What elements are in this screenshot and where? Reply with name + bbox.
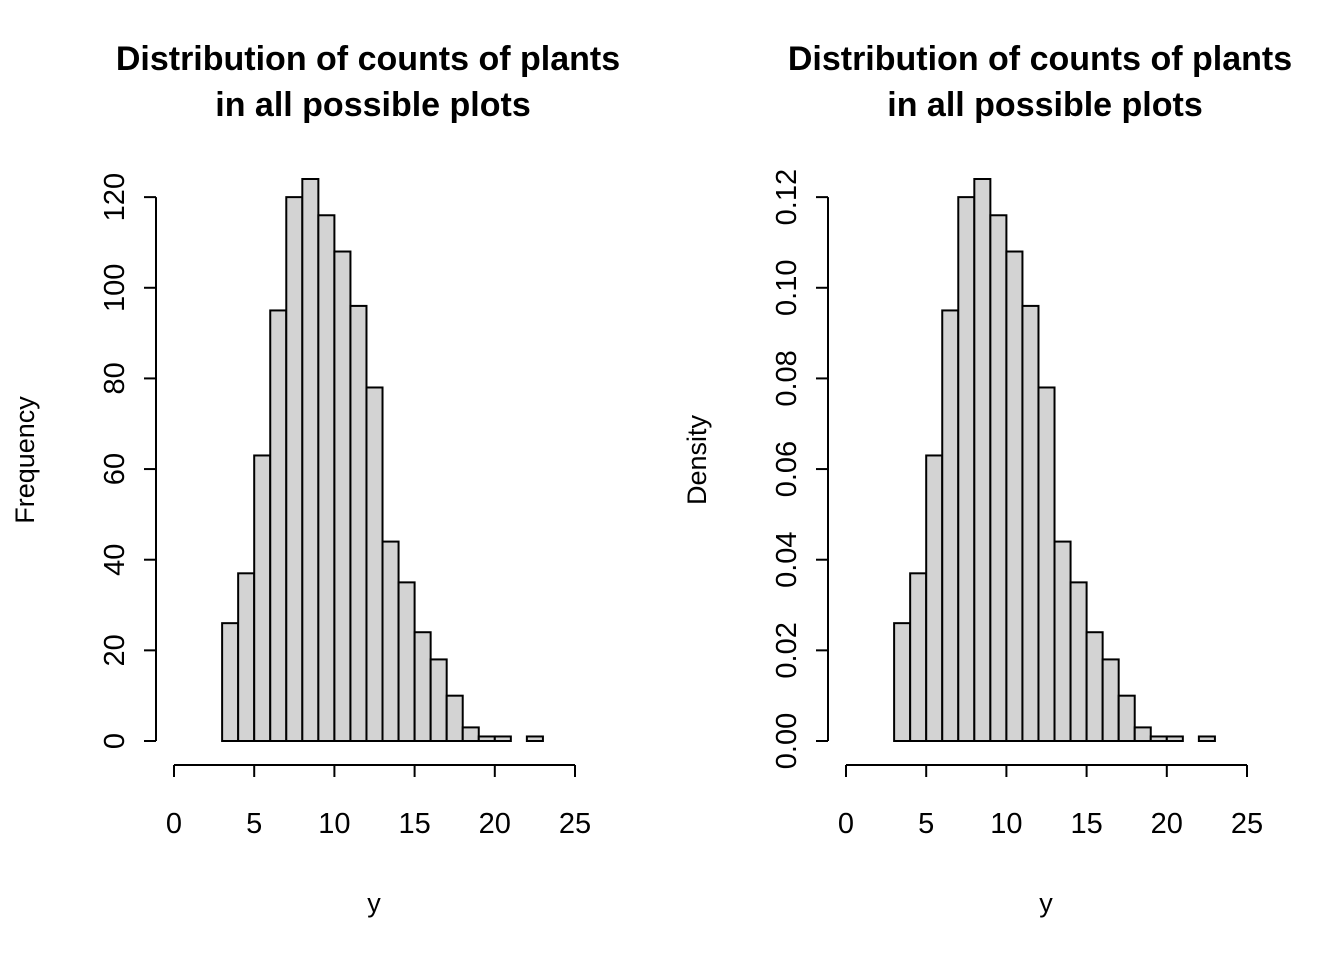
y-tick-label: 0 xyxy=(99,733,131,749)
y-axis-label: Frequency xyxy=(10,396,40,524)
y-tick-label: 0.10 xyxy=(771,260,803,316)
bars xyxy=(221,178,544,743)
histogram-bar xyxy=(989,214,1008,743)
x-tick-label: 5 xyxy=(246,808,262,840)
histogram-bar xyxy=(941,309,960,742)
histogram-bar xyxy=(477,735,496,742)
y-tick-label: 120 xyxy=(99,173,131,221)
chart-title-line-1: Distribution of counts of plants xyxy=(116,40,620,78)
chart-title-line-2: in all possible plots xyxy=(887,86,1203,124)
histogram-bar xyxy=(1069,581,1088,742)
y-tick-label: 0.12 xyxy=(771,169,803,225)
histogram-bar xyxy=(381,540,400,742)
histogram-bar xyxy=(221,622,240,743)
chart-title-line-1: Distribution of counts of plants xyxy=(788,40,1292,78)
x-axis: 0 5 10 15 20 25 xyxy=(838,764,1263,840)
histogram-bar xyxy=(269,309,288,742)
x-tick-label: 10 xyxy=(990,808,1022,840)
x-axis-label: y xyxy=(1039,888,1053,918)
histogram-bar xyxy=(973,178,992,742)
x-tick-label: 15 xyxy=(1070,808,1102,840)
histogram-frequency-panel: Distribution of counts of plants in all … xyxy=(10,40,620,918)
histogram-bar xyxy=(285,196,304,742)
histogram-bar xyxy=(1021,304,1040,742)
histogram-bar xyxy=(237,572,256,742)
y-tick-label: 40 xyxy=(99,544,131,576)
x-tick-label: 0 xyxy=(838,808,854,840)
histogram-bar xyxy=(445,694,464,743)
y-tick-label: 0.06 xyxy=(771,441,803,497)
x-tick-label: 15 xyxy=(398,808,430,840)
x-tick-label: 20 xyxy=(1151,808,1183,840)
histogram-bar xyxy=(301,178,320,742)
y-tick-label: 60 xyxy=(99,453,131,485)
x-axis-label: y xyxy=(367,888,381,918)
y-tick-label: 0.08 xyxy=(771,350,803,406)
histogram-bar xyxy=(1149,735,1168,742)
histogram-bar xyxy=(333,250,352,742)
histogram-bar xyxy=(397,581,416,742)
x-tick-label: 25 xyxy=(559,808,591,840)
histogram-bar xyxy=(461,726,480,742)
histogram-bar xyxy=(1101,658,1120,743)
x-axis: 0 5 10 15 20 25 xyxy=(166,764,591,840)
histogram-bar xyxy=(1085,631,1104,743)
y-tick-label: 0.04 xyxy=(771,531,803,587)
y-tick-label: 0.02 xyxy=(771,622,803,678)
histogram-bar xyxy=(1117,694,1136,743)
histogram-bar xyxy=(429,658,448,743)
histogram-bar xyxy=(893,622,912,743)
histogram-bar xyxy=(1197,735,1216,742)
histogram-bar xyxy=(253,454,272,742)
histogram-bar xyxy=(525,735,544,742)
x-tick-label: 20 xyxy=(479,808,511,840)
histogram-bar xyxy=(1053,540,1072,742)
histogram-bar xyxy=(317,214,336,743)
chart-title-line-2: in all possible plots xyxy=(215,86,531,124)
histogram-bar xyxy=(365,386,384,742)
bars xyxy=(893,178,1216,743)
histogram-bar xyxy=(413,631,432,743)
histogram-bar xyxy=(1133,726,1152,742)
y-tick-label: 100 xyxy=(99,264,131,312)
x-tick-label: 25 xyxy=(1231,808,1263,840)
histogram-bar xyxy=(957,196,976,742)
y-tick-label: 80 xyxy=(99,362,131,394)
histogram-bar xyxy=(1037,386,1056,742)
histogram-bar xyxy=(1005,250,1024,742)
y-axis-label: Density xyxy=(682,414,712,505)
histogram-bar xyxy=(1165,735,1184,742)
x-tick-label: 10 xyxy=(318,808,350,840)
y-axis: 0.00 0.02 0.04 0.06 0.08 0.10 0.12 xyxy=(771,169,829,769)
y-tick-label: 0.00 xyxy=(771,713,803,769)
x-tick-label: 5 xyxy=(918,808,934,840)
histogram-bar xyxy=(349,304,368,742)
x-tick-label: 0 xyxy=(166,808,182,840)
histogram-density-panel: Distribution of counts of plants in all … xyxy=(682,40,1292,918)
y-tick-label: 20 xyxy=(99,634,131,666)
y-axis: 0 20 40 60 80 100 120 xyxy=(99,173,157,749)
histogram-bar xyxy=(493,735,512,742)
histogram-bar xyxy=(909,572,928,742)
histogram-bar xyxy=(925,454,944,742)
